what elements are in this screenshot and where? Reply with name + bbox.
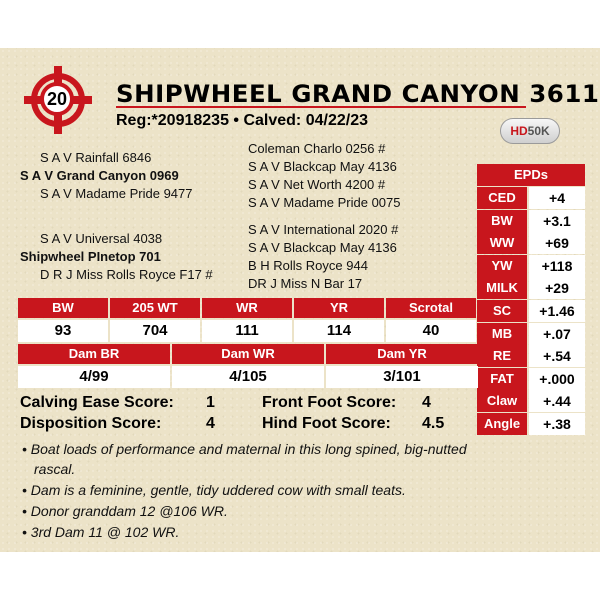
pedigree-sss: Coleman Charlo 0256 # [248, 141, 386, 156]
epd-label: SC [477, 300, 527, 322]
registration-info: Reg:*20918235 • Calved: 04/22/23 [116, 112, 368, 129]
badge-prefix: HD [510, 124, 528, 138]
epd-label: BW [477, 209, 527, 232]
note-1: • Boat loads of performance and maternal… [22, 441, 467, 457]
pedigree-sire-sire: S A V Rainfall 6846 [40, 150, 152, 165]
hind-foot-value: 4.5 [422, 415, 445, 432]
pedigree-ssd: S A V Blackcap May 4136 [248, 159, 397, 174]
dam-stat-value: 3/101 [326, 366, 478, 388]
epd-label: FAT [477, 367, 527, 390]
epd-value: +29 [529, 277, 585, 300]
epd-value: +.54 [529, 345, 585, 368]
performance-header: BW [18, 298, 108, 318]
epd-row-fat: FAT +.000 [477, 367, 585, 390]
performance-value: 111 [202, 320, 292, 342]
front-foot-value: 4 [422, 394, 431, 411]
calving-ease-label: Calving Ease Score: [20, 394, 174, 411]
epd-row-sc: SC +1.46 [477, 300, 585, 322]
epd-value: +.44 [529, 390, 585, 413]
note-2: • Dam is a feminine, gentle, tidy uddere… [22, 482, 406, 498]
pedigree-sire: S A V Grand Canyon 0969 [20, 168, 179, 183]
epd-label: Claw [477, 390, 527, 413]
hd50k-badge: HD50K [500, 118, 560, 144]
epd-header: EPDs [477, 164, 585, 186]
disposition-value: 4 [206, 415, 215, 432]
performance-value: 93 [18, 320, 108, 342]
badge-suffix: 50K [527, 124, 550, 138]
epd-value: +.07 [529, 322, 585, 345]
pedigree-dam: Shipwheel PInetop 701 [20, 249, 161, 264]
epd-label: YW [477, 254, 527, 277]
performance-header: 205 WT [110, 298, 200, 318]
note-1-cont: rascal. [34, 461, 76, 477]
dam-stat-value: 4/105 [172, 366, 324, 388]
calving-ease-value: 1 [206, 394, 215, 411]
dam-stat-value: 4/99 [18, 366, 170, 388]
front-foot-label: Front Foot Score: [262, 394, 397, 411]
epd-row-ww: WW +69 [477, 232, 585, 255]
epd-label: WW [477, 232, 527, 255]
epd-row-yw: YW +118 [477, 254, 585, 277]
animal-name: SHIPWHEEL GRAND CANYON 3611 [116, 80, 600, 108]
epd-value: +.000 [529, 367, 585, 390]
pedigree-dds: B H Rolls Royce 944 [248, 258, 368, 273]
pedigree-dss: S A V International 2020 # [248, 222, 399, 237]
dam-stat-header: Dam BR [18, 344, 170, 364]
epd-value: +3.1 [529, 209, 585, 232]
pedigree-sire-dam: S A V Madame Pride 9477 [40, 186, 193, 201]
epd-value: +4 [529, 187, 585, 209]
dam-stat-header: Dam YR [326, 344, 478, 364]
epd-value: +118 [529, 254, 585, 277]
epd-label: RE [477, 345, 527, 368]
performance-value: 114 [294, 320, 384, 342]
disposition-label: Disposition Score: [20, 415, 162, 432]
pedigree-dam-dam: D R J Miss Rolls Royce F17 # [40, 267, 213, 282]
epd-label: Angle [477, 413, 527, 435]
pedigree-sdd: S A V Madame Pride 0075 [248, 195, 401, 210]
epd-value: +.38 [529, 413, 585, 435]
performance-header: WR [202, 298, 292, 318]
performance-value: 704 [110, 320, 200, 342]
epd-row-claw: Claw +.44 [477, 390, 585, 413]
title-underline [116, 106, 526, 108]
lot-number: 20 [40, 82, 74, 116]
pedigree-sds: S A V Net Worth 4200 # [248, 177, 386, 192]
hind-foot-label: Hind Foot Score: [262, 415, 391, 432]
epd-label: CED [477, 187, 527, 209]
epd-row-mb: MB +.07 [477, 322, 585, 345]
pedigree-dsd: S A V Blackcap May 4136 [248, 240, 397, 255]
pedigree-ddd: DR J Miss N Bar 17 [248, 276, 363, 291]
epd-label: MB [477, 322, 527, 345]
performance-value: 40 [386, 320, 476, 342]
epd-row-bw: BW +3.1 [477, 209, 585, 232]
note-3: • Donor granddam 12 @106 WR. [22, 503, 228, 519]
epd-row-re: RE +.54 [477, 345, 585, 368]
performance-header: Scrotal [386, 298, 476, 318]
dam-stat-header: Dam WR [172, 344, 324, 364]
epd-label: MILK [477, 277, 527, 300]
note-4: • 3rd Dam 11 @ 102 WR. [22, 524, 180, 540]
epd-row-milk: MILK +29 [477, 277, 585, 300]
epd-row-ced: CED +4 [477, 187, 585, 209]
pedigree-dam-sire: S A V Universal 4038 [40, 231, 163, 246]
epd-value: +1.46 [529, 300, 585, 322]
epd-value: +69 [529, 232, 585, 255]
performance-header: YR [294, 298, 384, 318]
epd-row-angle: Angle +.38 [477, 413, 585, 435]
